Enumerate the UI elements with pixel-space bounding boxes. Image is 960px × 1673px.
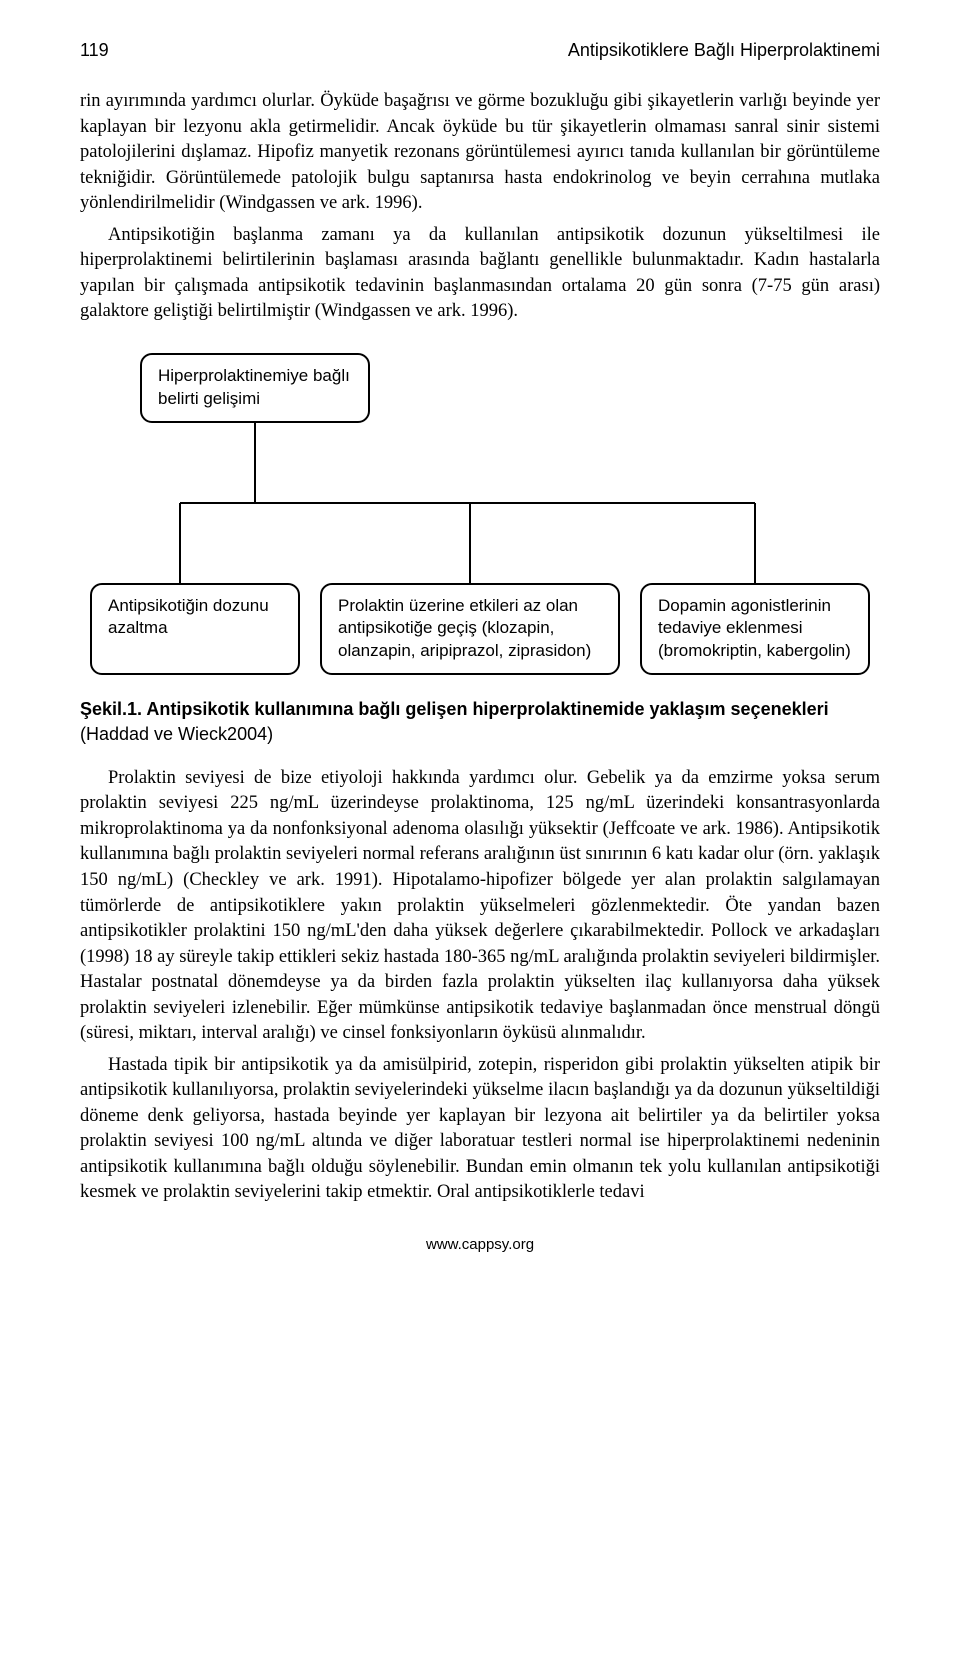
flowchart-connector-svg	[90, 423, 870, 583]
page-container: 119 Antipsikotiklere Bağlı Hiperprolakti…	[0, 0, 960, 1283]
paragraph-2: Antipsikotiğin başlanma zamanı ya da kul…	[80, 223, 880, 325]
paragraph-4: Hastada tipik bir antipsikotik ya da ami…	[80, 1053, 880, 1206]
flowchart-connectors	[90, 423, 870, 583]
flowchart-node-b1: Antipsikotiğin dozunu azaltma	[90, 583, 300, 676]
running-title: Antipsikotiklere Bağlı Hiperprolaktinemi	[568, 40, 880, 61]
figure-caption-citation: (Haddad ve Wieck2004)	[80, 724, 273, 744]
figure-caption: Şekil.1. Antipsikotik kullanımına bağlı …	[80, 697, 880, 746]
flowchart-node-b2: Prolaktin üzerine etkileri az olan antip…	[320, 583, 620, 676]
paragraph-1: rin ayırımında yardımcı olurlar. Öyküde …	[80, 89, 880, 217]
flowchart: Hiperprolaktinemiye bağlı belirti gelişi…	[90, 353, 870, 676]
flowchart-node-b3: Dopamin agonistlerinin tedaviye eklenmes…	[640, 583, 870, 676]
page-footer: www.cappsy.org	[80, 1236, 880, 1253]
paragraph-3: Prolaktin seviyesi de bize etiyoloji hak…	[80, 766, 880, 1047]
page-header: 119 Antipsikotiklere Bağlı Hiperprolakti…	[80, 40, 880, 61]
flowchart-top-row: Hiperprolaktinemiye bağlı belirti gelişi…	[140, 353, 870, 423]
footer-url: www.cappsy.org	[426, 1236, 534, 1253]
flowchart-bottom-row: Antipsikotiğin dozunu azaltma Prolaktin …	[90, 583, 870, 676]
flowchart-node-top: Hiperprolaktinemiye bağlı belirti gelişi…	[140, 353, 370, 423]
figure-caption-label: Şekil.1. Antipsikotik kullanımına bağlı …	[80, 699, 829, 719]
page-number: 119	[80, 40, 109, 61]
